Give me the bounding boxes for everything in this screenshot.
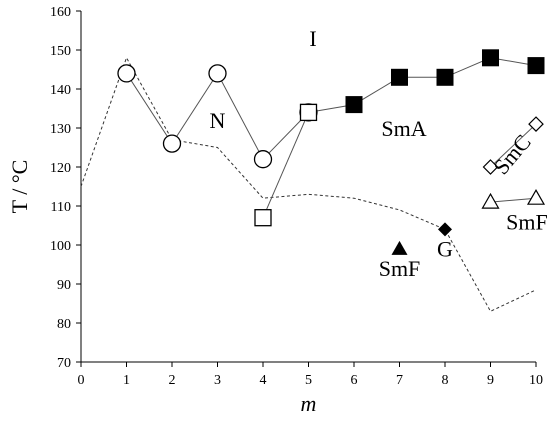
- x-tick-label: 10: [529, 373, 543, 388]
- filled-square-point: [482, 49, 499, 67]
- x-tick-label: 0: [78, 373, 85, 388]
- filled-square-point: [391, 68, 408, 86]
- y-tick-label: 80: [57, 317, 71, 332]
- region-label: SmF: [506, 209, 548, 234]
- open-diamond-point: [528, 116, 544, 132]
- filled-square-point: [345, 96, 363, 114]
- open-circle-point: [253, 150, 273, 169]
- x-tick-label: 5: [305, 373, 312, 388]
- region-label: I: [309, 26, 316, 51]
- x-tick-label: 3: [214, 373, 221, 388]
- x-tick-label: 4: [260, 373, 267, 388]
- x-tick-label: 1: [123, 373, 130, 388]
- region-label: G: [437, 237, 453, 262]
- x-tick-label: 6: [351, 373, 358, 388]
- x-tick-label: 2: [169, 373, 176, 388]
- open-diamond-point: [482, 159, 499, 175]
- y-tick-label: 90: [57, 278, 71, 293]
- series-open-diamond: [482, 116, 544, 175]
- series-layer: [80, 49, 546, 312]
- series-open-square: [254, 103, 318, 227]
- open-circle-point: [208, 64, 227, 83]
- y-tick-label: 140: [50, 83, 71, 98]
- series-line-open-triangle: [490, 197, 537, 203]
- dashed-boundary-line: [80, 56, 537, 312]
- region-label: SmF: [379, 256, 421, 281]
- y-tick-label: 70: [57, 356, 71, 371]
- y-axis-ticks: 70 80 90 100 110 120 130 140 150 160: [50, 5, 81, 371]
- open-circle-point: [162, 134, 182, 153]
- open-square-point: [254, 209, 272, 227]
- x-axis-ticks: 0 1 2 3 4 5 6 7 8 9 10: [78, 362, 543, 388]
- open-triangle-point: [526, 188, 546, 205]
- open-triangle-point: [481, 192, 500, 209]
- x-axis-title: m: [301, 391, 317, 416]
- series-filled-square: [300, 49, 545, 121]
- filled-square-point: [436, 68, 454, 86]
- y-tick-label: 150: [50, 44, 71, 59]
- y-tick-label: 110: [51, 200, 71, 215]
- region-label: SmA: [381, 116, 426, 141]
- region-label: SmC: [488, 129, 535, 179]
- y-tick-label: 120: [50, 161, 71, 176]
- series-line-filled-square: [308, 57, 537, 113]
- series-filled-diamond: [438, 222, 452, 237]
- open-square-point: [299, 103, 318, 122]
- y-tick-label: 160: [50, 5, 71, 20]
- x-tick-label: 7: [396, 373, 403, 388]
- y-axis-title: T / °C: [7, 160, 32, 214]
- series-open-triangle: [481, 188, 546, 209]
- series-line-open-square: [262, 112, 309, 218]
- series-line-open-diamond: [490, 123, 537, 168]
- open-circle-point: [117, 64, 136, 83]
- filled-diamond-point: [438, 222, 452, 237]
- x-tick-label: 8: [442, 373, 449, 388]
- x-tick-label: 9: [487, 373, 494, 388]
- filled-triangle-point: [391, 240, 408, 255]
- filled-square-point: [527, 57, 545, 75]
- series-filled-triangle: [391, 240, 408, 255]
- y-tick-label: 100: [50, 239, 71, 254]
- y-tick-label: 130: [50, 122, 71, 137]
- region-label: N: [210, 108, 226, 133]
- axes: [80, 11, 536, 363]
